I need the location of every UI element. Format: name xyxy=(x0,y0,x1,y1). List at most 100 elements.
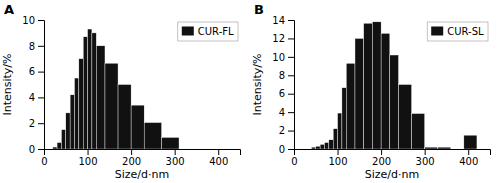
tick: 8 xyxy=(279,70,294,81)
axis-line xyxy=(38,21,45,150)
tick-label: 4 xyxy=(279,107,285,118)
legend: CUR-SL xyxy=(427,22,488,41)
tick: 0 xyxy=(29,144,44,155)
tick: 300 xyxy=(416,149,435,167)
tick: 6 xyxy=(279,88,294,99)
bar xyxy=(324,143,328,149)
tick: 10 xyxy=(272,52,294,63)
tick-label: 6 xyxy=(29,66,35,77)
tick-mark xyxy=(288,38,294,39)
bar xyxy=(74,78,78,149)
bar xyxy=(338,113,342,149)
bar xyxy=(320,144,324,149)
tick-mark xyxy=(338,149,339,155)
panel-label: B xyxy=(254,2,264,17)
legend-item: CUR-SL xyxy=(431,26,484,37)
bar xyxy=(311,147,315,149)
bar xyxy=(381,33,390,149)
tick-mark xyxy=(38,97,44,98)
tick-mark xyxy=(288,131,294,132)
tick-mark xyxy=(288,112,294,113)
tick-mark xyxy=(38,123,44,124)
tick: 200 xyxy=(122,149,141,167)
bar xyxy=(438,147,451,149)
bar xyxy=(70,95,74,149)
legend-label: CUR-SL xyxy=(447,26,484,37)
tick-label: 12 xyxy=(272,33,285,44)
tick: 0 xyxy=(291,149,297,167)
panel: 010020030040002468101214CUR-SLSize/d·nmI… xyxy=(251,2,491,181)
bar xyxy=(399,85,412,150)
tick: 12 xyxy=(272,33,294,44)
tick-label: 6 xyxy=(279,88,285,99)
chart-root: 01002003004000246810CUR-FLSize/d·nmInten… xyxy=(0,0,500,183)
legend: CUR-FL xyxy=(178,22,238,41)
bar xyxy=(425,147,438,149)
tick-mark xyxy=(218,149,219,155)
tick: 14 xyxy=(272,15,294,26)
tick-label: 200 xyxy=(372,156,391,167)
tick-label: 100 xyxy=(79,156,98,167)
tick-label: 0 xyxy=(41,156,47,167)
bar xyxy=(88,29,92,149)
plot-area: 01002003004000246810CUR-FL xyxy=(22,15,240,167)
panel: 01002003004000246810CUR-FLSize/d·nmInten… xyxy=(1,2,241,181)
bar xyxy=(144,123,161,149)
tick: 0 xyxy=(279,144,294,155)
bar xyxy=(364,23,373,149)
tick-mark xyxy=(288,20,294,21)
bars xyxy=(53,29,179,149)
tick-label: 2 xyxy=(279,125,285,136)
tick-label: 10 xyxy=(272,52,285,63)
tick-label: 300 xyxy=(166,156,185,167)
tick-mark xyxy=(288,94,294,95)
y-axis-title: Intensity/% xyxy=(1,53,14,115)
tick-mark xyxy=(131,149,132,155)
tick: 400 xyxy=(459,149,478,167)
tick: 4 xyxy=(29,92,44,103)
tick: 100 xyxy=(329,149,348,167)
bar xyxy=(105,63,118,149)
tick-label: 0 xyxy=(291,156,297,167)
x-axis-title: Size/d·nm xyxy=(365,168,419,181)
tick-mark xyxy=(88,149,89,155)
x-axis-title: Size/d·nm xyxy=(115,168,169,181)
tick: 0 xyxy=(41,149,47,167)
y-axis: 0246810 xyxy=(22,15,44,155)
legend-frame xyxy=(178,22,238,41)
bar xyxy=(372,22,381,149)
tick-label: 2 xyxy=(29,118,35,129)
legend-swatch xyxy=(182,27,194,36)
tick-mark xyxy=(425,149,426,155)
bar xyxy=(83,37,87,149)
bar xyxy=(333,129,337,149)
tick: 100 xyxy=(79,149,98,167)
tick-label: 400 xyxy=(459,156,478,167)
tick-mark xyxy=(38,72,44,73)
bar xyxy=(79,59,83,149)
tick-label: 300 xyxy=(416,156,435,167)
y-axis: 0 2 4 6 8 10 12 14 xyxy=(272,15,294,155)
plot-area: 0 100 200 300 400 0 2 4 6 8 10 12 14 CUR-SL xyxy=(272,15,490,167)
bar xyxy=(329,140,333,149)
bar xyxy=(355,38,364,149)
tick: 400 xyxy=(209,149,228,167)
tick-label: 8 xyxy=(279,70,285,81)
tick: 4 xyxy=(279,107,294,118)
panel-label: A xyxy=(4,2,14,17)
legend-label: CUR-FL xyxy=(198,26,234,37)
bar xyxy=(346,63,355,149)
tick-label: 0 xyxy=(29,144,35,155)
tick-mark xyxy=(288,149,294,150)
bar xyxy=(96,46,105,149)
tick-mark xyxy=(175,149,176,155)
bar xyxy=(390,55,399,149)
x-axis: 0 100 200 300 400 xyxy=(41,149,240,167)
axis-line xyxy=(288,21,295,150)
tick-label: 14 xyxy=(272,15,285,26)
tick: 2 xyxy=(279,125,294,136)
tick: 10 xyxy=(22,15,44,26)
bar xyxy=(53,147,57,149)
tick-label: 100 xyxy=(329,156,348,167)
bar xyxy=(412,114,425,149)
